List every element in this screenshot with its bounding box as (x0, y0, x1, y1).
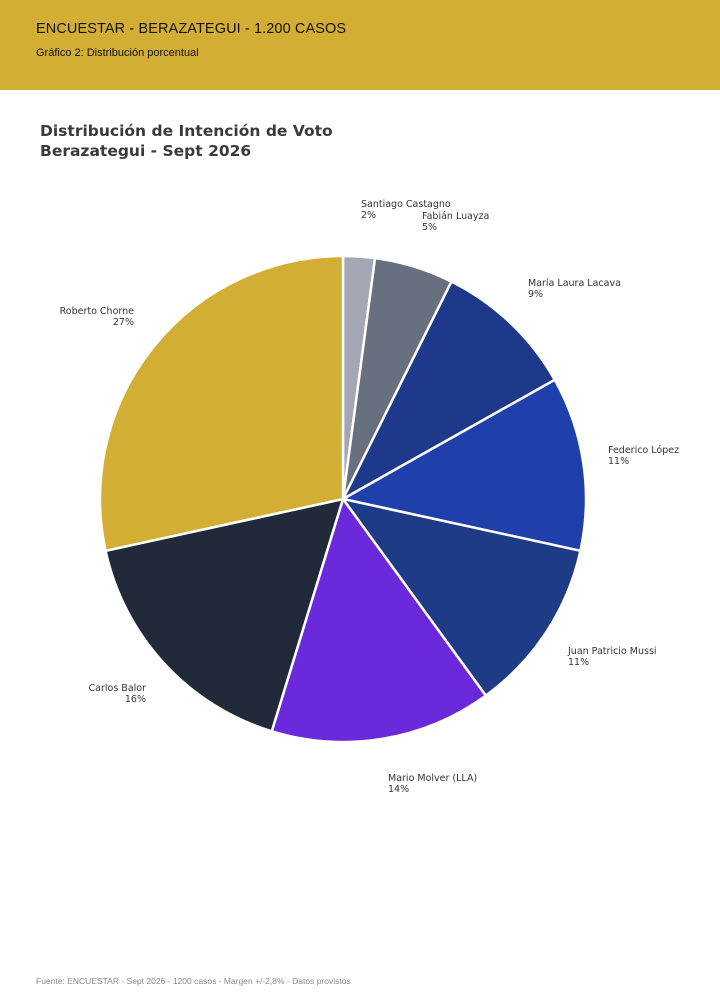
slice-percent-label: 2% (361, 210, 376, 221)
pie-slice-federico-lopez (341, 378, 588, 553)
slice-name-label: Fabián Luayza (422, 211, 489, 222)
chart-title-line-1: Distribución de Intención de Voto (40, 122, 333, 140)
slice-percent-label: 9% (528, 289, 543, 300)
slice-percent-label: 11% (568, 657, 589, 668)
slice-name-label: Carlos Balor (89, 683, 147, 694)
slice-name-label: Roberto Chorne (60, 306, 135, 317)
slice-label-mario-molver-lla: Mario Molver (LLA)14% (388, 773, 477, 795)
slice-percent-label: 16% (125, 694, 146, 705)
slice-name-label: Federico López (608, 445, 679, 456)
pie-slice-roberto-chorne (98, 254, 345, 553)
pie-slice-maria-laura-lacava (341, 280, 557, 501)
header-bar: ENCUESTAR - BERAZATEGUI - 1.200 CASOS Gr… (0, 0, 720, 90)
slice-percent-label: 14% (388, 784, 409, 795)
report-title: ENCUESTAR - BERAZATEGUI - 1.200 CASOS (36, 21, 347, 37)
slice-name-label: Juan Patricio Mussi (567, 646, 657, 657)
pie-slice-juan-patricio-mussi (341, 497, 582, 697)
pie-slice-carlos-balor (104, 497, 345, 733)
chart-title-line-2: Berazategui - Sept 2026 (40, 142, 252, 160)
source-footnote: Fuente: ENCUESTAR - Sept 2026 - 1200 cas… (36, 976, 351, 986)
slice-percent-label: 27% (113, 317, 134, 328)
slice-name-label: María Laura Lacava (528, 278, 621, 289)
slice-percent-label: 5% (422, 222, 437, 233)
slice-percent-label: 11% (608, 456, 629, 467)
slice-name-label: Mario Molver (LLA) (388, 773, 477, 784)
report-subtitle: Gráfico 2: Distribución porcentual (36, 47, 199, 59)
slice-name-label: Santiago Castagno (361, 199, 451, 210)
chart-title: Distribución de Intención de Voto Beraza… (40, 121, 333, 161)
